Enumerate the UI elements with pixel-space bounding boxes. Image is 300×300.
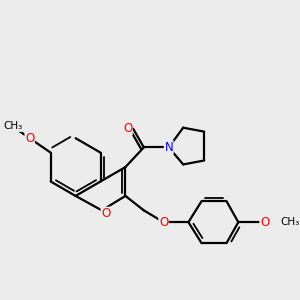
Text: CH₃: CH₃ (280, 217, 299, 227)
Text: O: O (123, 122, 132, 135)
Text: O: O (101, 207, 110, 220)
Text: O: O (25, 132, 34, 145)
Text: O: O (260, 216, 269, 229)
Text: N: N (164, 141, 173, 154)
Text: CH₃: CH₃ (3, 122, 22, 131)
Text: O: O (159, 216, 168, 229)
